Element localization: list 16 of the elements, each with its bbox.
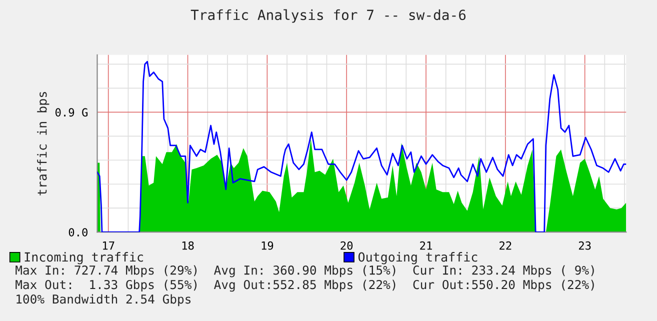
text: Max Out: 1.33 Gbps (55%) Avg Out:552.85 Mbps (22%) Cur Out:550.20 Mbps (22%) [16,280,594,292]
x-tick-label: 19 [262,241,274,250]
x-tick-label: 17 [103,242,114,250]
x-tick-label: 20 [340,241,353,250]
x-tick-label: 21 [420,241,432,250]
chart-title: Traffic Analysis for 7 -- sw-da-6 [190,9,466,23]
x-tick-label: 18 [182,241,194,250]
y-tick-label: 0.0 [68,228,88,236]
x-tick-label: 22 [500,241,512,250]
x-tick-label: 23 [578,241,591,250]
y-axis-title: traffic in bps [37,92,50,196]
legend-label: Outgoing traffic [358,252,478,264]
y-tick-label: 0.9 G [55,108,88,117]
legend-label: Incoming traffic [24,252,143,264]
text: 100% Bandwidth 2.54 Gbps [16,294,190,306]
text: Max In: 727.74 Mbps (29%) Avg In: 360.90 Mbps (15%) Cur In: 233.24 Mbps ( 9%) [16,265,594,278]
